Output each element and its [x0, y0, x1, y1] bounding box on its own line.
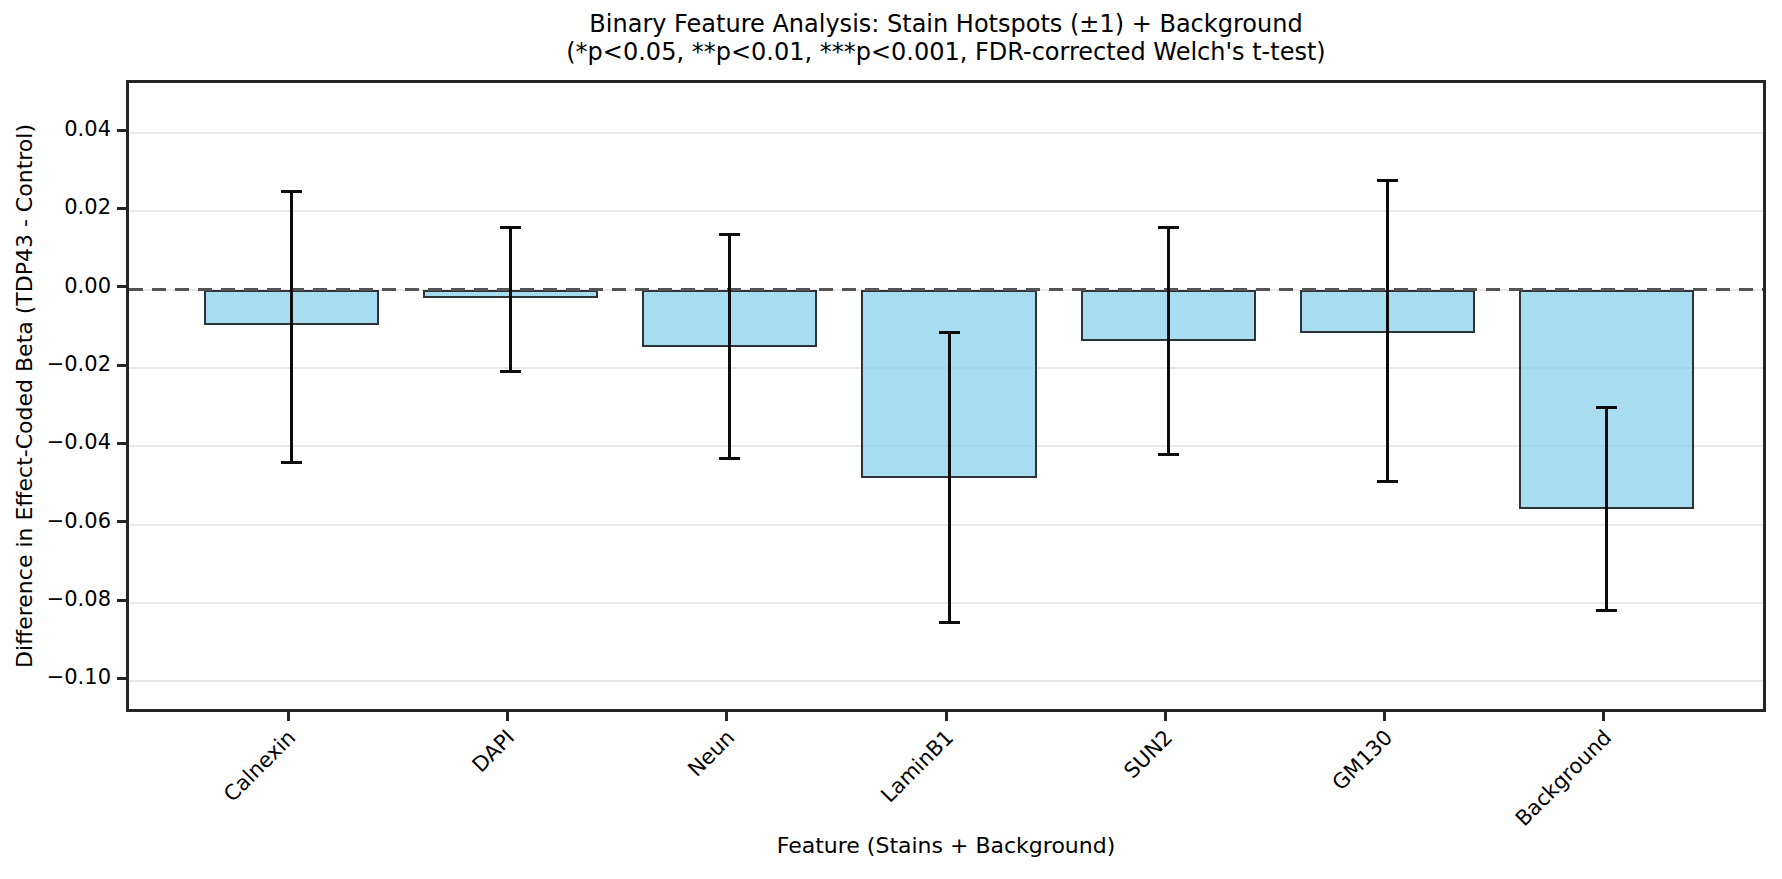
- zero-line: [129, 288, 1763, 291]
- x-tick: [506, 712, 509, 721]
- error-bar-LaminB1: [948, 333, 951, 623]
- y-tick: [117, 285, 126, 288]
- error-cap-top: [500, 226, 521, 229]
- error-cap-bottom: [1158, 453, 1179, 456]
- figure: Binary Feature Analysis: Stain Hotspots …: [0, 0, 1782, 879]
- x-tick: [1602, 712, 1605, 721]
- y-tick: [117, 207, 126, 210]
- y-tick-label: 0.02: [21, 197, 111, 218]
- error-cap-bottom: [500, 370, 521, 373]
- error-bar-DAPI: [509, 227, 512, 372]
- y-tick-label: −0.10: [21, 667, 111, 688]
- grid-line: [129, 680, 1763, 682]
- x-axis-label: Feature (Stains + Background): [126, 833, 1766, 858]
- grid-line: [129, 602, 1763, 604]
- error-bar-GM130: [1386, 180, 1389, 482]
- y-tick: [117, 364, 126, 367]
- y-tick: [117, 677, 126, 680]
- chart-subtitle: (*p<0.05, **p<0.01, ***p<0.001, FDR-corr…: [126, 38, 1766, 66]
- error-bar-Calnexin: [290, 192, 293, 462]
- y-tick-label: −0.04: [21, 432, 111, 453]
- error-cap-bottom: [1596, 609, 1617, 612]
- x-tick: [287, 712, 290, 721]
- grid-line: [129, 132, 1763, 134]
- error-bar-SUN2: [1167, 227, 1170, 454]
- y-tick: [117, 599, 126, 602]
- error-cap-bottom: [719, 457, 740, 460]
- y-tick-label: −0.08: [21, 589, 111, 610]
- error-cap-bottom: [281, 461, 302, 464]
- y-tick-label: 0.00: [21, 276, 111, 297]
- error-bar-Neun: [728, 235, 731, 458]
- y-tick-label: −0.02: [21, 354, 111, 375]
- y-tick: [117, 442, 126, 445]
- error-cap-top: [281, 190, 302, 193]
- y-tick: [117, 520, 126, 523]
- error-cap-top: [1377, 179, 1398, 182]
- x-tick: [1164, 712, 1167, 721]
- error-cap-top: [719, 233, 740, 236]
- y-tick-label: 0.04: [21, 119, 111, 140]
- chart-title: Binary Feature Analysis: Stain Hotspots …: [126, 10, 1766, 38]
- error-cap-top: [1158, 226, 1179, 229]
- error-cap-top: [1596, 406, 1617, 409]
- error-cap-top: [939, 331, 960, 334]
- y-tick-label: −0.06: [21, 511, 111, 532]
- error-bar-Background: [1605, 407, 1608, 611]
- plot-area: [126, 80, 1766, 712]
- error-cap-bottom: [1377, 480, 1398, 483]
- y-tick: [117, 129, 126, 132]
- grid-line: [129, 210, 1763, 212]
- x-tick: [945, 712, 948, 721]
- grid-line: [129, 524, 1763, 526]
- x-tick: [1383, 712, 1386, 721]
- x-tick: [725, 712, 728, 721]
- error-cap-bottom: [939, 621, 960, 624]
